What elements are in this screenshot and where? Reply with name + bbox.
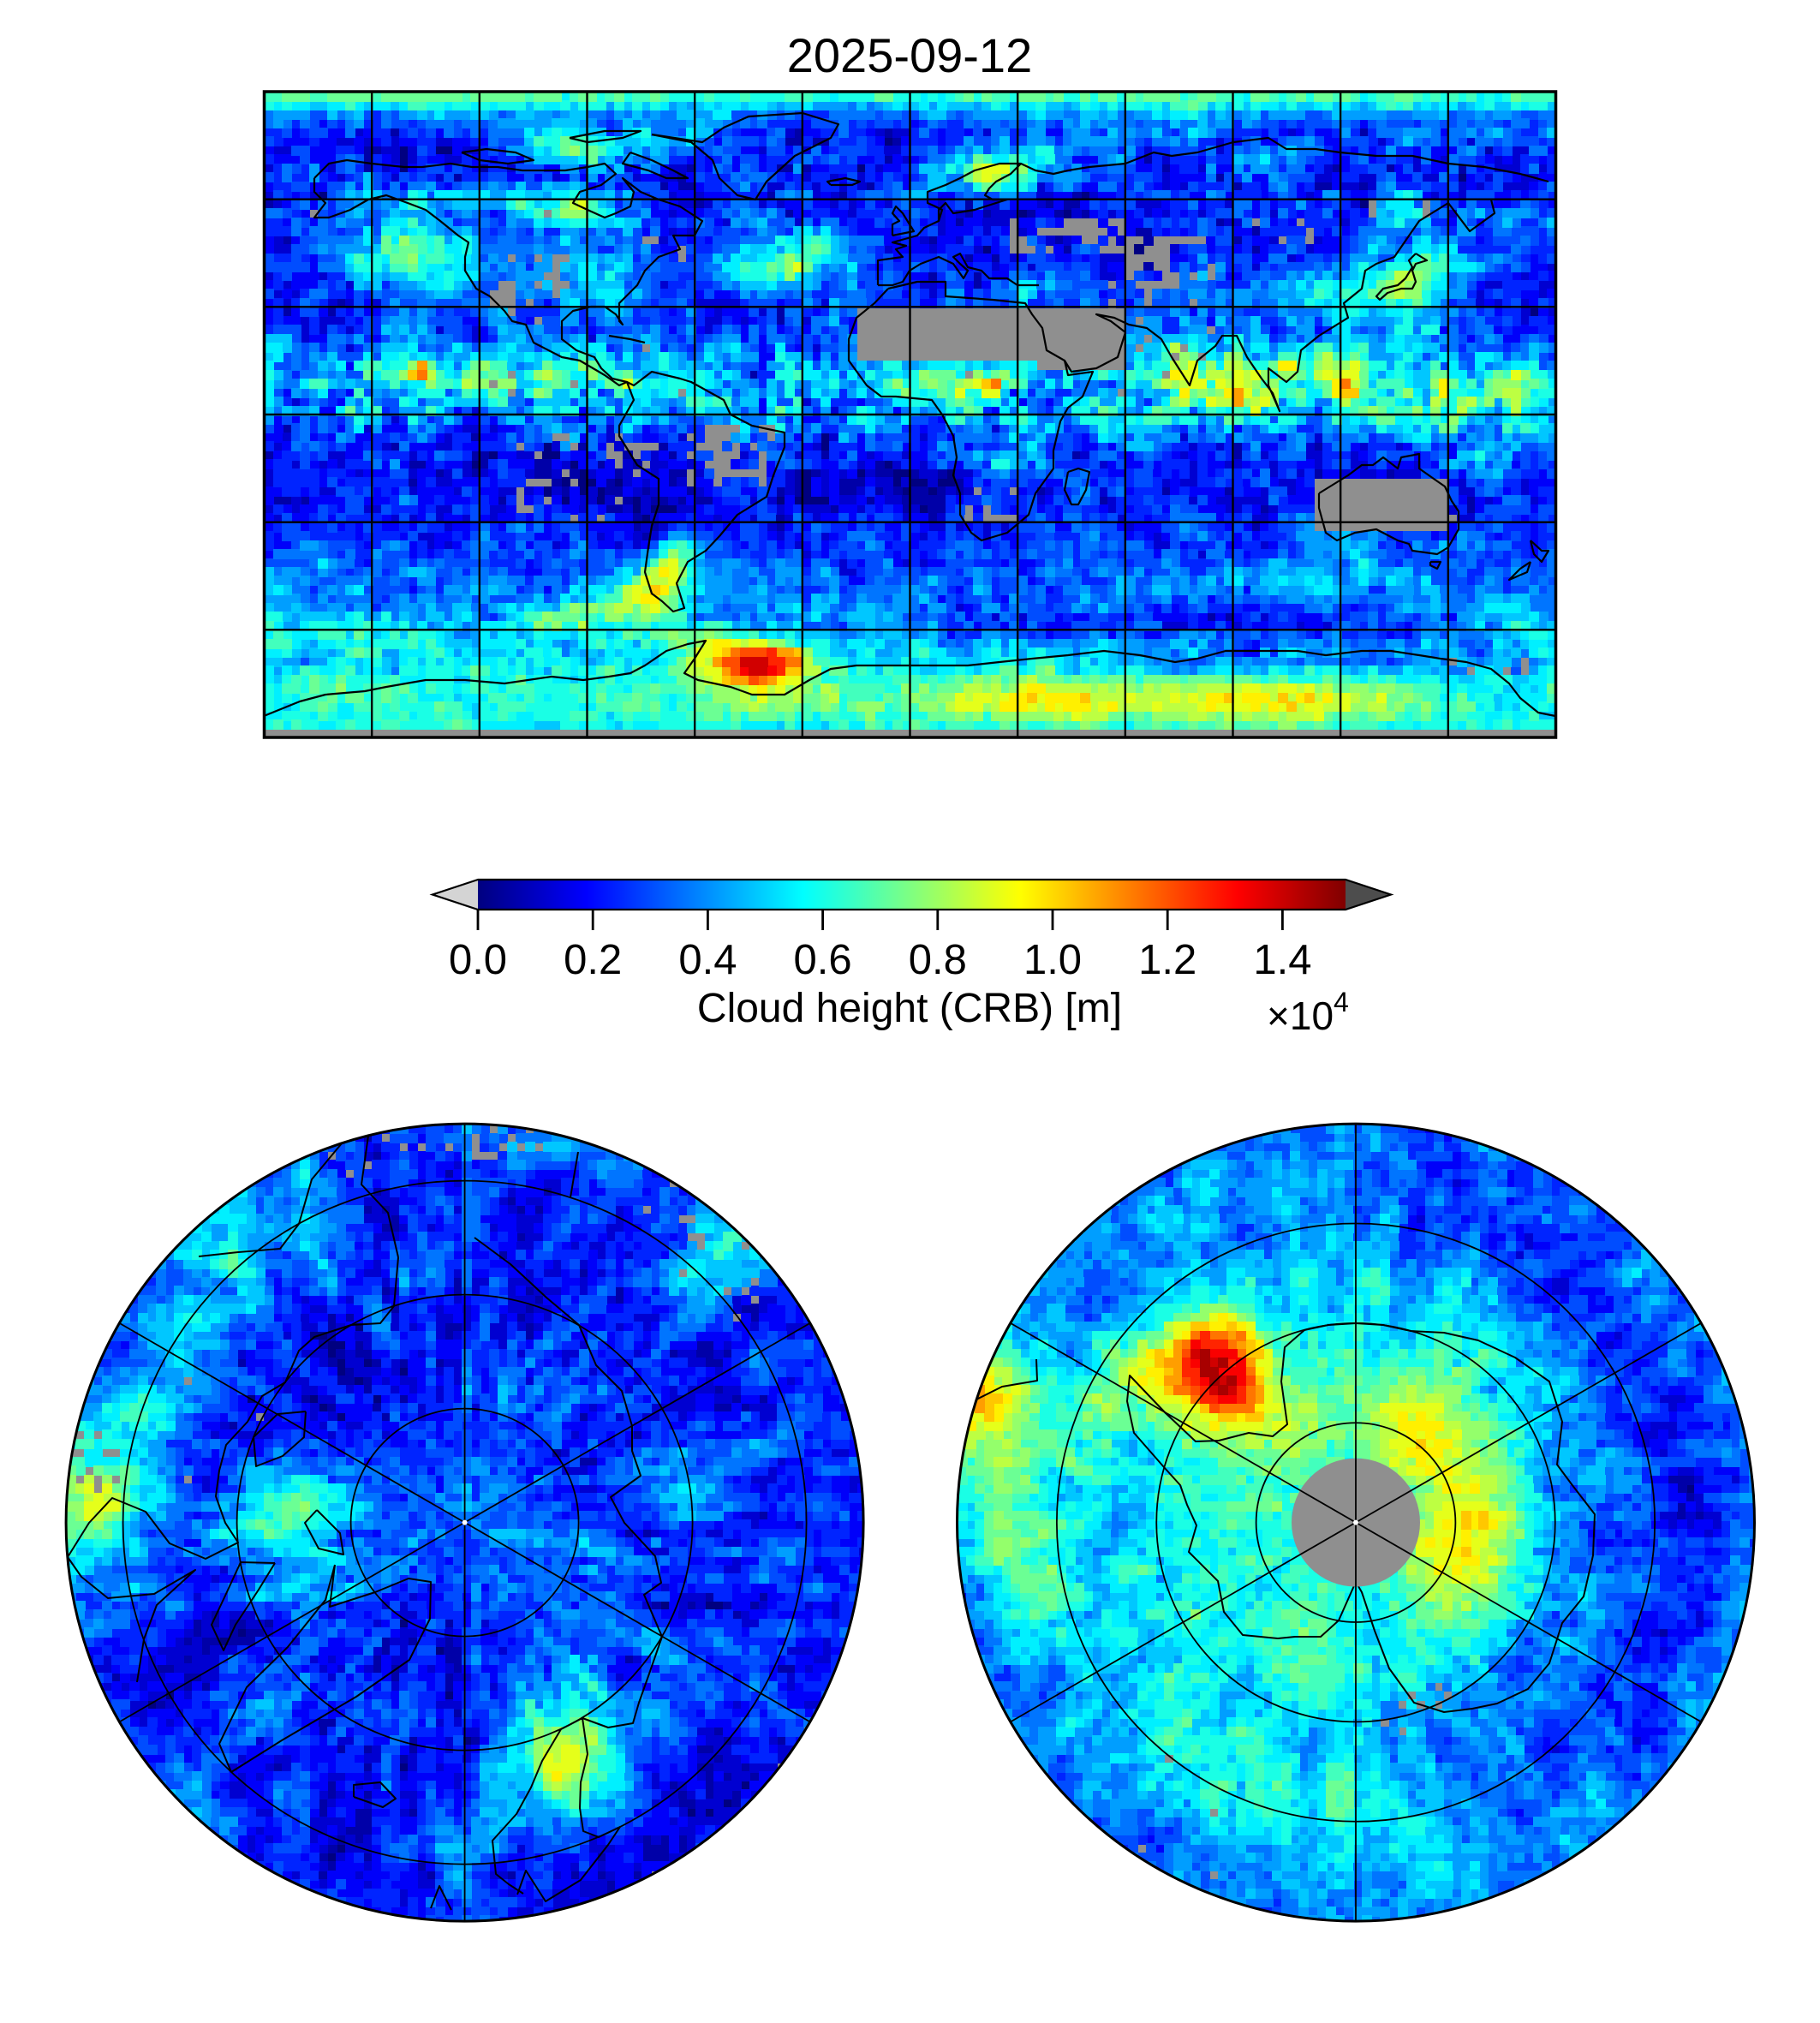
- svg-text:0.6: 0.6: [794, 937, 852, 983]
- svg-text:1.2: 1.2: [1138, 937, 1196, 983]
- svg-text:1.0: 1.0: [1023, 937, 1082, 983]
- svg-text:Cloud height (CRB) [m]: Cloud height (CRB) [m]: [697, 986, 1122, 1031]
- svg-text:0.4: 0.4: [678, 937, 737, 983]
- svg-text:2025-09-12: 2025-09-12: [787, 28, 1032, 82]
- svg-text:0.8: 0.8: [909, 937, 967, 983]
- svg-text:0.0: 0.0: [449, 937, 507, 983]
- svg-text:0.2: 0.2: [564, 937, 622, 983]
- svg-text:1.4: 1.4: [1253, 937, 1311, 983]
